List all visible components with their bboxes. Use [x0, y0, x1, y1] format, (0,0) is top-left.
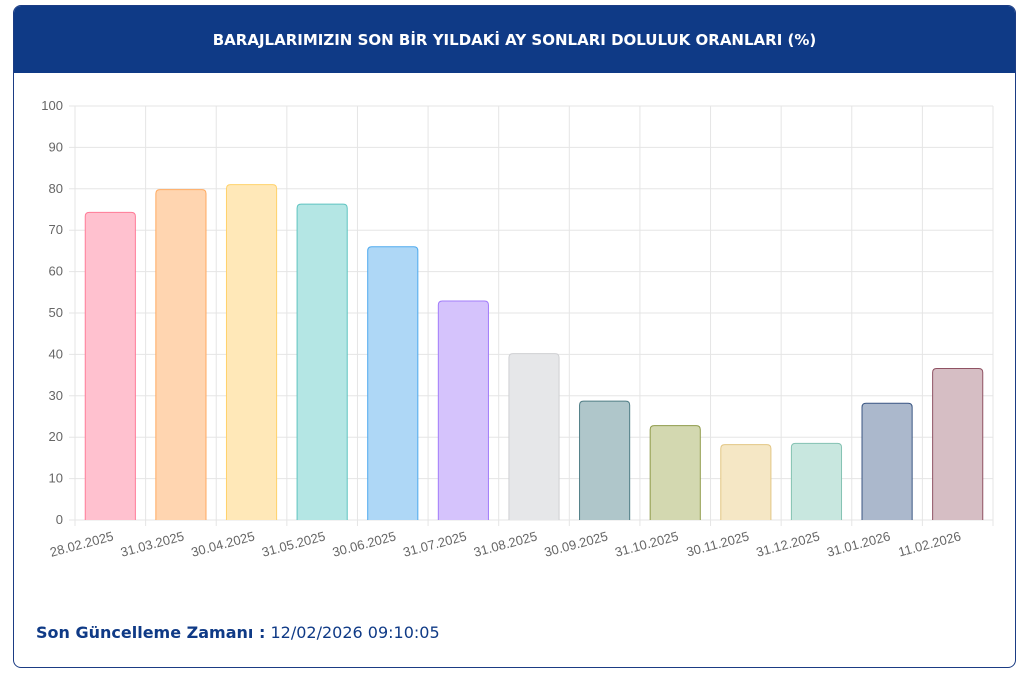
y-tick-label: 30: [49, 388, 63, 403]
y-tick-label: 80: [49, 181, 63, 196]
x-tick-label: 31.10.2025: [613, 528, 680, 559]
bar: [649, 425, 701, 520]
x-tick-label: 30.11.2025: [685, 528, 751, 559]
x-tick-label: 31.07.2025: [401, 528, 468, 559]
bar: [84, 211, 136, 520]
x-tick-label: 11.02.2026: [897, 528, 963, 559]
x-tick-label: 30.04.2025: [190, 528, 257, 559]
bar: [296, 203, 348, 520]
x-tick-label: 31.12.2025: [754, 528, 821, 559]
x-tick-label: 31.05.2025: [260, 528, 327, 559]
footer-label: Son Güncelleme Zamanı :: [36, 623, 266, 642]
y-tick-label: 20: [49, 429, 63, 444]
bar: [508, 353, 560, 520]
bar: [225, 184, 278, 520]
card: BARAJLARIMIZIN SON BİR YILDAKİ AY SONLAR…: [13, 5, 1016, 668]
footer-value: 12/02/2026 09:10:05: [270, 623, 440, 642]
x-tick-label: 28.02.2025: [48, 528, 115, 559]
y-tick-label: 70: [49, 222, 63, 237]
bar: [932, 367, 984, 520]
bar: [437, 300, 489, 520]
bar: [155, 189, 207, 520]
x-tick-label: 30.06.2025: [331, 528, 398, 559]
y-tick-label: 40: [49, 346, 63, 361]
y-tick-label: 100: [41, 98, 63, 113]
bar: [720, 444, 772, 520]
bar: [790, 442, 843, 520]
y-tick-label: 0: [56, 512, 63, 527]
x-tick-label: 31.01.2026: [825, 528, 892, 559]
y-tick-label: 10: [49, 471, 63, 486]
chart-title: BARAJLARIMIZIN SON BİR YILDAKİ AY SONLAR…: [14, 6, 1015, 73]
x-tick-label: 30.09.2025: [543, 528, 610, 559]
bar: [579, 400, 631, 520]
x-tick-label: 31.03.2025: [119, 528, 186, 559]
bar: [861, 402, 913, 520]
footer: Son Güncelleme Zamanı : 12/02/2026 09:10…: [36, 623, 440, 642]
x-tick-label: 31.08.2025: [472, 528, 539, 559]
bar: [367, 246, 419, 520]
y-tick-label: 60: [49, 264, 63, 279]
y-tick-label: 50: [49, 305, 63, 320]
y-tick-label: 90: [49, 139, 63, 154]
